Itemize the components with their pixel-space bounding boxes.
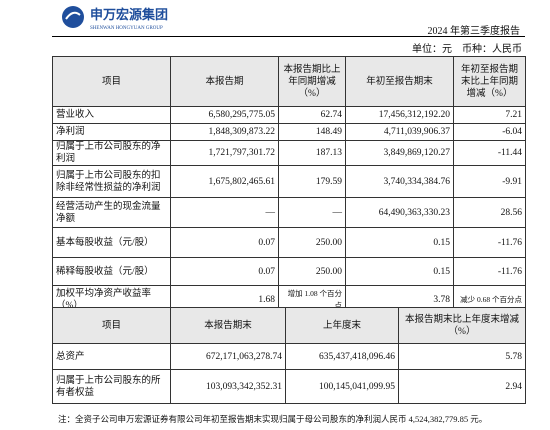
value-cell: 4,711,039,906.37: [345, 123, 454, 141]
header-cell: 项目: [52, 307, 171, 344]
header-row: 项目 本报告期 本报告期比上年同期增减（%） 年初至报告期末 年初至报告期末比上年同期增…: [52, 56, 526, 107]
value-cell: 103,093,342,352.31: [170, 369, 286, 404]
value-cell: -11.76: [453, 227, 526, 258]
value-cell: 0.15: [345, 257, 454, 286]
item-cell: 归属于上市公司股东的所有者权益: [52, 369, 171, 404]
logo-en: SHENWAN HONGYUAN GROUP: [90, 26, 163, 31]
value-cell: —: [278, 197, 346, 228]
item-cell: 总资产: [52, 343, 171, 370]
rule: [52, 36, 525, 37]
value-cell: 17,456,312,192.20: [345, 106, 454, 124]
item-cell: 稀释每股收益（元/股）: [52, 257, 171, 286]
value-cell: 1,675,802,465.61: [170, 165, 279, 198]
value-cell: 250.00: [278, 227, 346, 258]
value-cell: —: [170, 197, 279, 228]
item-cell: 营业收入: [52, 106, 171, 124]
row: 营业收入 6,580,295,775.05 62.74 17,456,312,192.…: [52, 106, 526, 124]
value-cell: 6,580,295,775.05: [170, 106, 279, 124]
item-cell: 归属于上市公司股东的净利润: [52, 140, 171, 166]
row: 总资产 672,171,063,278.74 635,437,418,096.46 5…: [52, 343, 526, 370]
item-cell: 基本每股收益（元/股）: [52, 227, 171, 258]
header-row: 项目 本报告期末 上年度末 本报告期末比上年度末增减（%）: [52, 307, 526, 344]
header-cell: 本报告期末: [170, 307, 286, 344]
header-cell: 年初至报告期末: [345, 56, 454, 107]
value-cell: -11.44: [453, 140, 526, 166]
header-cell: 本报告期比上年同期增减（%）: [278, 56, 346, 107]
note: 注：全资子公司申万宏源证券有限公司年初至报告期末实现归属于母公司股东的净利润人民…: [58, 414, 488, 424]
logo-cn: 申万宏源集团: [90, 7, 168, 22]
value-cell: 0.07: [170, 257, 279, 286]
value-cell: 28.56: [453, 197, 526, 228]
row: 基本每股收益（元/股） 0.07 250.00 0.15 -11.76: [52, 227, 526, 258]
logo: 申万宏源集团 SHENWAN HONGYUAN GROUP: [62, 6, 168, 31]
value-cell: 0.07: [170, 227, 279, 258]
value-cell: 250.00: [278, 257, 346, 286]
item-cell: 归属于上市公司股东的扣除非经常性损益的净利润: [52, 165, 171, 198]
header-cell: 本报告期: [170, 56, 279, 107]
value-cell: 5.78: [398, 343, 526, 370]
value-cell: 3,740,334,384.76: [345, 165, 454, 198]
value-cell: -11.76: [453, 257, 526, 286]
header-cell: 本报告期末比上年度末增减（%）: [398, 307, 526, 344]
value-cell: 3,849,869,120.27: [345, 140, 454, 166]
value-cell: 100,145,041,099.95: [285, 369, 399, 404]
header-cell: 年初至报告期末比上年同期增减（%）: [453, 56, 526, 107]
value-cell: 0.15: [345, 227, 454, 258]
header-cell: 上年度末: [285, 307, 399, 344]
value-cell: 7.21: [453, 106, 526, 124]
value-cell: 62.74: [278, 106, 346, 124]
item-cell: 净利润: [52, 123, 171, 141]
report-title: 2024 年第三季度报告: [427, 26, 521, 37]
unit: 单位：元 币种：人民币: [412, 44, 522, 55]
value-cell: 148.49: [278, 123, 346, 141]
value-cell: 179.59: [278, 165, 346, 198]
logo-icon: [62, 6, 84, 28]
header-cell: 项目: [52, 56, 171, 107]
value-cell: 1,721,797,301.72: [170, 140, 279, 166]
item-cell: 经营活动产生的现金流量净额: [52, 197, 171, 228]
value-cell: 2.94: [398, 369, 526, 404]
table-2: 项目 本报告期末 上年度末 本报告期末比上年度末增减（%） 总资产 672,171,063…: [52, 307, 526, 404]
row: 净利润 1,848,309,873.22 148.49 4,711,039,906.3…: [52, 123, 526, 141]
value-cell: 1,848,309,873.22: [170, 123, 279, 141]
value-cell: 64,490,363,330.23: [345, 197, 454, 228]
table-1: 项目 本报告期 本报告期比上年同期增减（%） 年初至报告期末 年初至报告期末比上年同期增…: [52, 56, 526, 314]
value-cell: -6.04: [453, 123, 526, 141]
value-cell: 187.13: [278, 140, 346, 166]
row: 经营活动产生的现金流量净额 — —64,490,363,330.23 28.56: [52, 197, 526, 228]
row: 稀释每股收益（元/股） 0.07 250.00 0.15 -11.76: [52, 257, 526, 286]
row: 归属于上市公司股东的扣除非经常性损益的净利润 1,675,802,465.61 17…: [52, 165, 526, 198]
value-cell: -9.91: [453, 165, 526, 198]
value-cell: 672,171,063,278.74: [170, 343, 286, 370]
row: 归属于上市公司股东的所有者权益 103,093,342,352.31 100,145…: [52, 369, 526, 404]
row: 归属于上市公司股东的净利润 1,721,797,301.72 187.13 3,849…: [52, 140, 526, 166]
value-cell: 635,437,418,096.46: [285, 343, 399, 370]
